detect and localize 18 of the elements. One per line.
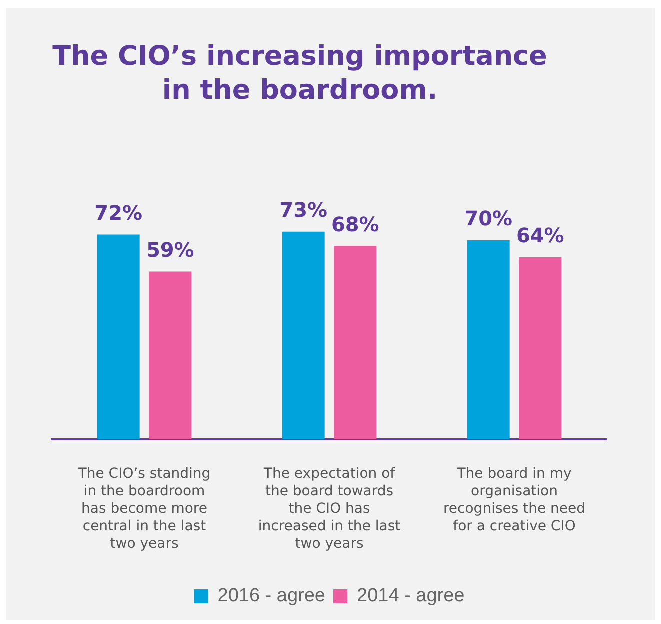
chart-title: The CIO’s increasing importance in the boardroom.: [52, 40, 548, 108]
x-tick-label: The expectation of the board towards the CIO has increased in the last two years: [258, 466, 402, 552]
bar: [149, 272, 192, 440]
bar: [282, 232, 325, 440]
bar: [467, 240, 510, 440]
x-tick-label: The CIO’s standing in the boardroom has become more central in the last two years: [77, 466, 211, 552]
bar: [519, 258, 562, 440]
data-label: 64%: [516, 224, 564, 248]
bar: [334, 246, 377, 440]
data-label: 73%: [280, 198, 328, 222]
bar: [97, 234, 140, 440]
data-label: 72%: [94, 200, 143, 225]
data-label: 59%: [146, 238, 194, 262]
legend-label: 2014 - agree: [357, 586, 465, 607]
x-tick-label: The board in my organisation recognises the need for a creative CIO: [443, 466, 586, 534]
data-label: 70%: [464, 206, 513, 231]
legend-label: 2016 - agree: [218, 586, 326, 607]
data-label: 68%: [331, 212, 380, 236]
